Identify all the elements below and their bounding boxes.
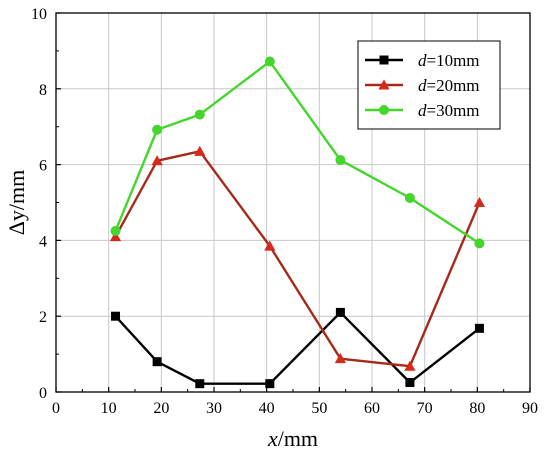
plot-frame — [55, 12, 531, 393]
series-3-point — [404, 192, 415, 203]
x-tick-label: 90 — [522, 400, 538, 417]
x-tick-label: 0 — [52, 400, 60, 417]
legend-swatch-marker — [379, 55, 389, 65]
series-2-point — [109, 231, 122, 242]
y-tick-label: 10 — [31, 6, 47, 23]
y-tick-label: 2 — [39, 309, 47, 326]
y-axis-title-unit: /mm — [4, 170, 29, 210]
series-3-point — [110, 225, 121, 236]
series-3-point — [335, 155, 346, 166]
x-tick-label: 70 — [417, 400, 433, 417]
series-1-point — [195, 379, 205, 389]
y-tick-label: 6 — [39, 158, 47, 175]
legend-label-variable: d — [418, 101, 427, 120]
legend-label-value: =20mm — [427, 76, 480, 95]
legend-swatch-marker — [379, 105, 389, 115]
x-tick-label: 50 — [311, 400, 327, 417]
series-3-point — [152, 124, 163, 135]
legend-swatch-marker — [378, 79, 390, 90]
x-tick-label: 60 — [364, 400, 380, 417]
y-tick-label: 0 — [39, 385, 47, 402]
series-2-point — [194, 145, 206, 156]
series-1-point — [111, 311, 121, 321]
series-2-point — [473, 196, 486, 207]
y-tick-label: 4 — [39, 233, 47, 250]
series-1-point — [335, 307, 345, 317]
series-1-point — [405, 378, 415, 388]
series-3-point — [474, 238, 485, 249]
series-2-point — [264, 240, 276, 251]
tick-labels: 0 10 20 30 40 50 60 70 80 90 0 2 4 6 8 10 — [31, 6, 538, 417]
legend-label-variable: d — [418, 51, 427, 70]
x-tick-label: 20 — [153, 400, 169, 417]
series-3-point — [194, 109, 205, 120]
series-3-point — [264, 56, 275, 67]
y-axis-title-variable: Δy — [4, 210, 29, 235]
x-tick-label: 40 — [259, 400, 275, 417]
series-2-point — [151, 155, 163, 166]
series-1-point — [474, 323, 484, 333]
x-tick-label: 30 — [206, 400, 222, 417]
legend-label: d=10mm — [418, 51, 480, 70]
x-axis-title-variable: x — [267, 426, 278, 451]
x-axis-title-unit: /mm — [278, 426, 318, 451]
series-1-point — [152, 357, 162, 367]
series-2-point — [334, 353, 346, 364]
y-axis-title: Δy/mm — [4, 170, 29, 236]
series-2-point — [404, 360, 416, 371]
legend-label-value: =30mm — [427, 101, 480, 120]
legend-label-value: =10mm — [427, 51, 480, 70]
x-tick-label: 80 — [469, 400, 485, 417]
legend-label: d=30mm — [418, 101, 480, 120]
y-tick-label: 8 — [39, 82, 47, 99]
x-tick-label: 10 — [101, 400, 117, 417]
series-markers — [109, 56, 486, 389]
legend-label: d=20mm — [418, 76, 480, 95]
series-1-point — [265, 379, 275, 389]
x-axis-title: x/mm — [267, 426, 318, 451]
legend-label-variable: d — [418, 76, 427, 95]
